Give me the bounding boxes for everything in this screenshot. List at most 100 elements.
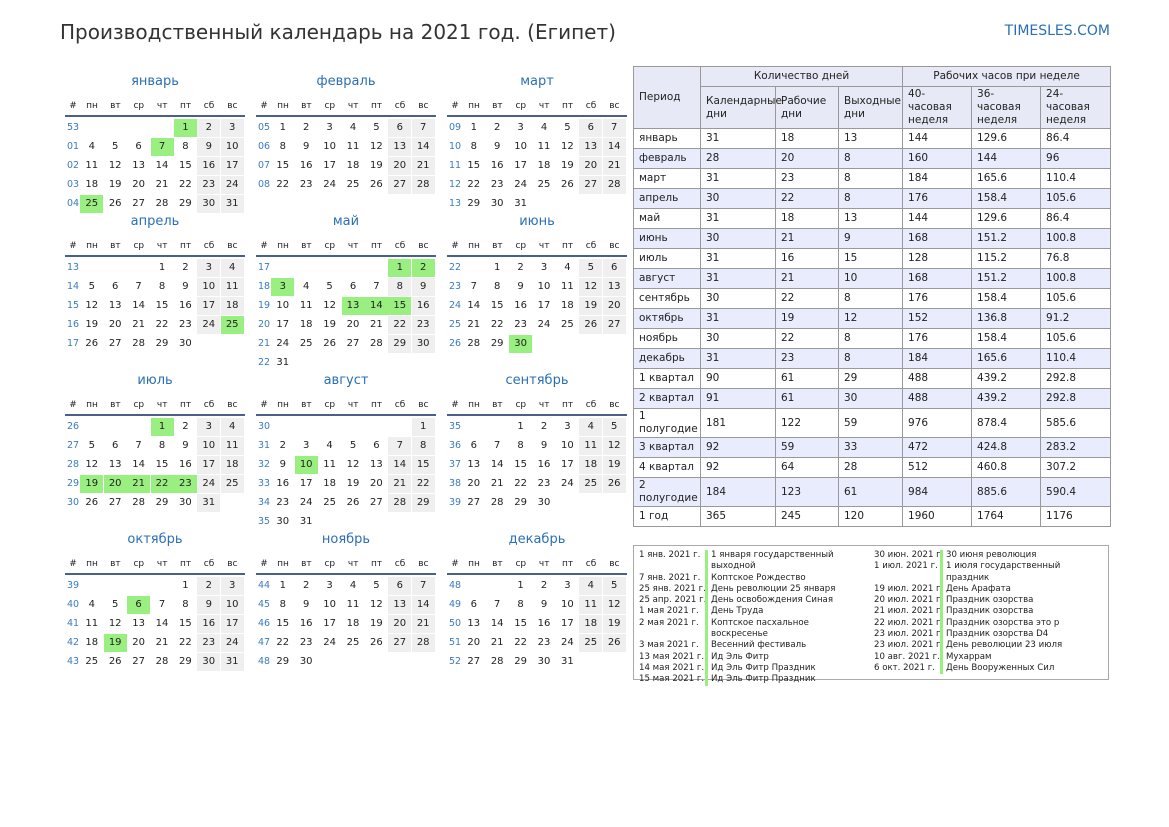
holiday-day: 6	[127, 596, 151, 614]
day: 11	[561, 281, 574, 292]
weekday-header: пн	[468, 559, 480, 569]
holiday-entry: 14 мая 2021 г. Ид Эль Фитр Праздник	[639, 662, 869, 675]
day: 15	[155, 459, 169, 470]
day: 20	[467, 637, 481, 648]
day: 8	[470, 141, 477, 152]
week-number: 22	[257, 357, 271, 368]
week-number: 26	[448, 338, 462, 349]
day: 26	[346, 497, 360, 508]
week-number: 48	[448, 580, 462, 591]
week-number: 03	[66, 179, 80, 190]
table-row: сентябрь 30 22 8 176 158.4 105.6	[633, 288, 1112, 309]
week-number: 14	[66, 281, 80, 292]
day: 13	[132, 160, 145, 171]
day: 9	[182, 281, 189, 292]
site-link[interactable]: TIMESLES.COM	[1004, 23, 1110, 39]
table-row: май 31 18 13 144 129.6 86.4	[633, 208, 1112, 229]
day: 16	[299, 618, 313, 629]
value: 105.6	[1040, 328, 1112, 349]
day: 24	[561, 478, 574, 489]
day: 17	[299, 478, 313, 489]
value: 21	[775, 268, 839, 289]
weekday-header: сб	[585, 101, 597, 111]
day: 7	[470, 281, 477, 292]
day: 12	[370, 599, 383, 610]
weekday-header: ср	[324, 559, 336, 569]
weekday-header: чт	[156, 101, 168, 111]
holiday-name: Ид Эль Фитр	[705, 651, 866, 663]
day: 18	[85, 179, 99, 190]
holiday-entry: 3 мая 2021 г. Весенний фестиваль	[639, 640, 869, 652]
day: 14	[155, 160, 169, 171]
value: 21	[775, 228, 839, 249]
weekday-header: вс	[418, 101, 429, 111]
day: 17	[220, 615, 244, 633]
value: 18	[775, 128, 839, 149]
value: 100.8	[1040, 268, 1112, 289]
table-row: август 31 21 10 168 151.2 100.8	[633, 268, 1112, 289]
day: 16	[197, 157, 221, 175]
holiday-day: 19	[103, 634, 127, 652]
day: 12	[323, 300, 336, 311]
day: 21	[467, 319, 481, 330]
weekday-header: ср	[515, 101, 527, 111]
day: 28	[155, 656, 169, 667]
day: 12	[85, 300, 99, 311]
value: 10	[837, 268, 904, 289]
day: 6	[579, 119, 603, 137]
holiday-entry: 30 июн. 2021 г. 30 июня революция	[874, 550, 1104, 562]
day: 10	[537, 281, 551, 292]
day: 5	[602, 418, 626, 436]
holiday-day: 1	[173, 119, 197, 137]
day: 12	[85, 459, 99, 470]
weekday-header: ср	[133, 241, 145, 251]
weekday-header: #	[69, 241, 77, 251]
holiday-day: 2	[411, 259, 435, 277]
weekday-header: пт	[371, 101, 383, 111]
day: 25	[85, 656, 99, 667]
day: 21	[490, 637, 504, 648]
table-row: 2 квартал 91 61 30 488 439.2 292.8	[633, 388, 1112, 409]
day: 26	[108, 656, 122, 667]
table-row: июнь 30 21 9 168 151.2 100.8	[633, 228, 1112, 249]
weekday-header: сб	[203, 241, 215, 251]
value: 292.8	[1040, 368, 1112, 389]
holiday-name: Праздник озорства	[940, 606, 1101, 618]
holiday-date: 25 апр. 2021 г.	[639, 595, 707, 606]
holiday-name: День Труда	[705, 606, 866, 618]
day: 11	[220, 437, 244, 455]
value: 105.6	[1040, 288, 1112, 309]
day: 14	[155, 618, 169, 629]
table-row: октябрь 31 19 12 152 136.8 91.2	[633, 308, 1112, 329]
day: 8	[388, 278, 412, 296]
weekday-header: пн	[468, 241, 480, 251]
week-number: 12	[448, 179, 462, 190]
weekday-header: ср	[324, 400, 336, 410]
day: 7	[135, 281, 142, 292]
day: 18	[323, 478, 336, 489]
day: 1	[517, 421, 524, 432]
day: 28	[132, 497, 145, 508]
day: 21	[132, 319, 145, 330]
day: 21	[411, 615, 435, 633]
day: 4	[564, 262, 571, 273]
week-number: 34	[257, 497, 271, 508]
day: 24	[514, 179, 527, 190]
value: 144	[902, 208, 973, 229]
header-rule	[65, 573, 245, 575]
day: 10	[276, 300, 290, 311]
value: 129.6	[971, 208, 1042, 229]
value: 984	[902, 477, 973, 507]
header-rule	[65, 115, 245, 117]
day: 3	[197, 418, 221, 436]
day: 13	[579, 138, 603, 156]
value: 9	[837, 228, 904, 249]
table-row: 1 полугодие 181 122 59 976 878.4 585.6	[633, 408, 1112, 438]
weekday-header: вт	[492, 241, 503, 251]
weekday-header: сб	[585, 241, 597, 251]
day: 21	[155, 637, 169, 648]
day: 20	[579, 157, 603, 175]
holiday-name: 30 июня революция	[940, 550, 1101, 562]
weekday-header: чт	[538, 101, 550, 111]
weekday-header: #	[451, 101, 459, 111]
